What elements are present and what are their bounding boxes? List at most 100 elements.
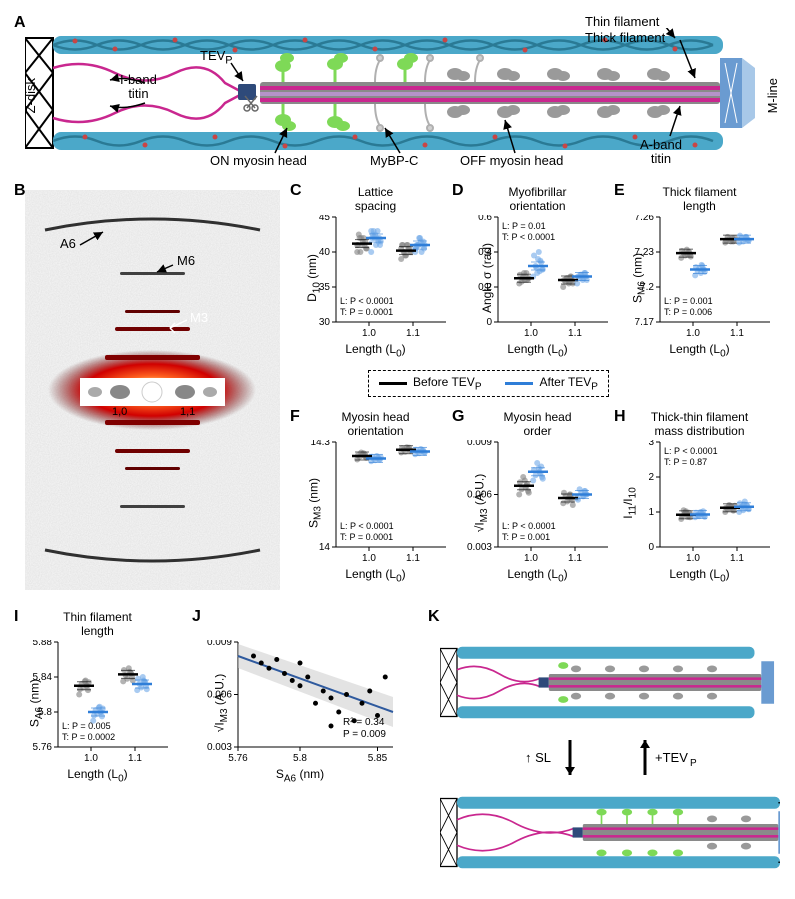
thick-filament <box>260 82 720 104</box>
panel-h: Thick-thin filamentmass distributionI11/… <box>622 410 777 585</box>
panel-G-svg: 0.0030.0060.0091.01.1L: P < 0.0001T: P =… <box>460 440 616 567</box>
panel-g-label: G <box>452 408 464 426</box>
panel-F-svg: 14 14.3 1.0 1.1 L: P < 0.0001T: P = 0.0001 <box>298 440 454 567</box>
panel-k-arrows <box>565 740 650 775</box>
panel-F-title: Myosin headorientation <box>298 410 453 438</box>
panel-d: MyofibrillarorientationAngle σ (rad)00.2… <box>460 185 615 360</box>
panel-H-xlabel: Length (L0) <box>622 567 777 584</box>
thin-filament-bottom <box>53 132 723 150</box>
eq11-label: 1,1 <box>180 406 195 418</box>
panel-f: Myosin headorientationSM3 (nm)1414.31.01… <box>298 410 453 585</box>
panel-a-label: A <box>14 14 26 32</box>
sl-label: ↑ SL <box>525 750 551 765</box>
svg-text:T: P = 0.006: T: P = 0.006 <box>664 307 712 317</box>
z-disk-label: Z-disk <box>23 78 38 113</box>
mybpc-label: MyBP-C <box>370 153 418 168</box>
svg-text:14.3: 14.3 <box>311 440 331 448</box>
svg-text:2: 2 <box>648 472 654 483</box>
panel-C-svg: 303540451.01.1L: P < 0.0001T: P = 0.0001 <box>298 215 454 342</box>
panel-J-title <box>200 610 400 638</box>
svg-text:L: P < 0.0001: L: P < 0.0001 <box>340 521 394 531</box>
svg-text:R² = 0.34: R² = 0.34 <box>343 717 385 728</box>
svg-text:1.0: 1.0 <box>362 328 376 339</box>
panel-E-xlabel: Length (L0) <box>622 342 777 359</box>
svg-text:0.006: 0.006 <box>207 690 232 701</box>
panel-b-xray: A6 M6 M3 1,0 1,1 <box>25 190 280 590</box>
svg-text:5.84: 5.84 <box>33 672 53 683</box>
panel-C-title: Latticespacing <box>298 185 453 213</box>
panel-J-svg: 0.0030.0060.0095.765.85.85R² = 0.34P = 0… <box>200 640 401 767</box>
svg-text:5.8: 5.8 <box>38 707 52 718</box>
svg-text:3: 3 <box>648 440 654 448</box>
svg-text:7.2: 7.2 <box>640 282 654 293</box>
svg-text:0.003: 0.003 <box>467 542 492 553</box>
panel-b-label: B <box>14 182 26 200</box>
thick-label: Thick filament <box>585 30 665 45</box>
svg-text:1.1: 1.1 <box>730 553 744 564</box>
legend-after-line <box>505 382 533 385</box>
legend-before-text: Before TEVP <box>413 375 481 392</box>
svg-text:T: P = 0.001: T: P = 0.001 <box>502 532 550 542</box>
panel-j-label: J <box>192 608 201 626</box>
panel-e: Thick filamentlengthSM6 (nm)7.177.27.237… <box>622 185 777 360</box>
m6-label: M6 <box>177 253 195 268</box>
panel-g: Myosin headorder√IM3 (A.U.)0.0030.0060.0… <box>460 410 615 585</box>
svg-text:5.8: 5.8 <box>293 753 307 764</box>
panel-I-title: Thin filamentlength <box>20 610 175 638</box>
m-line <box>720 58 755 128</box>
svg-text:1.1: 1.1 <box>568 553 582 564</box>
svg-text:1.1: 1.1 <box>568 328 582 339</box>
svg-text:0: 0 <box>486 317 492 328</box>
svg-text:1.1: 1.1 <box>128 753 142 764</box>
svg-text:5.76: 5.76 <box>33 742 53 753</box>
svg-text:1.1: 1.1 <box>406 328 420 339</box>
legend-after-text: After TEVP <box>539 375 597 392</box>
svg-text:L: P < 0.0001: L: P < 0.0001 <box>664 446 718 456</box>
svg-text:35: 35 <box>319 282 331 293</box>
panel-C-xlabel: Length (L0) <box>298 342 453 359</box>
svg-text:T: P = 0.0001: T: P = 0.0001 <box>340 532 393 542</box>
panel-H-svg: 01231.01.1L: P < 0.0001T: P = 0.87 <box>622 440 778 567</box>
svg-text:1.0: 1.0 <box>84 753 98 764</box>
panel-k-svg: ↑ SL +TEV P <box>440 640 780 880</box>
panel-d-label: D <box>452 182 464 200</box>
svg-text:L: P = 0.001: L: P = 0.001 <box>664 296 713 306</box>
svg-text:L: P < 0.0001: L: P < 0.0001 <box>502 521 556 531</box>
panel-H-title: Thick-thin filamentmass distribution <box>622 410 777 438</box>
svg-text:0.006: 0.006 <box>467 490 492 501</box>
mline-label: M-line <box>765 78 780 113</box>
svg-text:14: 14 <box>319 542 331 553</box>
panel-k-label: K <box>428 608 440 626</box>
panel-G-title: Myosin headorder <box>460 410 615 438</box>
svg-text:0.2: 0.2 <box>478 282 492 293</box>
onmyosin-label: ON myosin head <box>210 153 307 168</box>
svg-text:0.009: 0.009 <box>467 440 492 448</box>
svg-text:45: 45 <box>319 215 331 223</box>
panel-h-label: H <box>614 408 626 426</box>
a6-label: A6 <box>60 236 76 251</box>
panel-I-svg: 5.765.85.845.881.01.1L: P = 0.005T: P = … <box>20 640 176 767</box>
svg-text:1.1: 1.1 <box>406 553 420 564</box>
svg-text:L: P < 0.0001: L: P < 0.0001 <box>340 296 394 306</box>
panel-e-label: E <box>614 182 625 200</box>
svg-text:0.009: 0.009 <box>207 640 232 648</box>
tevp-k-sub: P <box>690 758 697 769</box>
panel-i: Thin filamentlengthSA6 (nm)5.765.85.845.… <box>20 610 175 785</box>
svg-text:T: P = 0.0002: T: P = 0.0002 <box>62 732 115 742</box>
svg-text:T: P = 0.87: T: P = 0.87 <box>664 457 707 467</box>
svg-text:0: 0 <box>648 542 654 553</box>
svg-text:1.0: 1.0 <box>362 553 376 564</box>
xray-svg: A6 M6 M3 1,0 1,1 <box>25 190 280 590</box>
iband-label: I-bandtitin <box>120 73 157 102</box>
panel-F-xlabel: Length (L0) <box>298 567 453 584</box>
legend: Before TEVP After TEVP <box>368 370 609 397</box>
figure-root: A <box>10 10 785 889</box>
svg-text:7.23: 7.23 <box>635 247 655 258</box>
svg-text:5.85: 5.85 <box>368 753 388 764</box>
panel-j: √IM3 (A.U.)0.0030.0060.0095.765.85.85R² … <box>200 610 400 785</box>
offmyosin-label: OFF myosin head <box>460 153 563 168</box>
svg-text:1.0: 1.0 <box>686 328 700 339</box>
tevp-label: TEVP <box>200 48 233 67</box>
m3-label: M3 <box>190 310 208 325</box>
svg-text:0.6: 0.6 <box>478 215 492 223</box>
